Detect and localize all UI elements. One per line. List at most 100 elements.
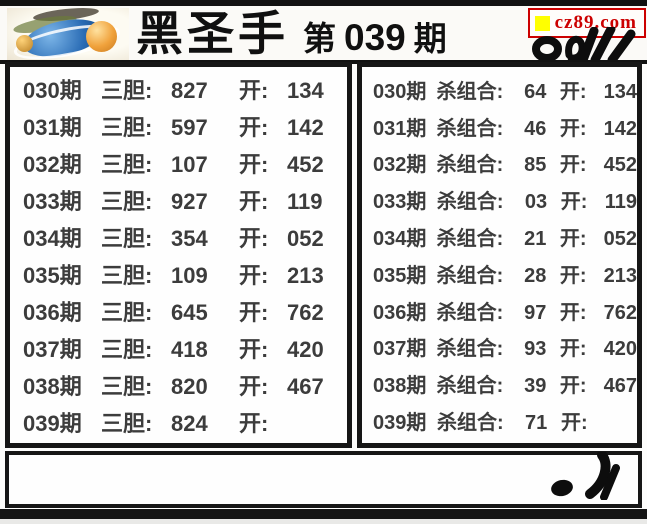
signature-mark-icon [532,27,636,62]
pick-type-label: 三胆: [101,77,153,103]
open-label: 开: [559,154,587,177]
prediction-row: 035期 杀组合: 28 开: 213 [373,259,637,288]
kill-type-label: 杀组合: [436,191,504,214]
open-label: 开: [559,80,587,103]
period-label: 038期 [23,373,82,399]
pick-type-label: 三胆: [101,299,153,325]
prediction-row: 032期 三胆: 107 开: 452 [23,147,347,179]
period-label: 031期 [373,117,427,140]
open-result: 119 [287,188,323,214]
pick-value: 824 [171,410,208,436]
pick-value: 107 [171,151,208,177]
kill-value: 93 [524,338,547,361]
pick-type-label: 三胆: [101,114,153,140]
site-badge[interactable]: cz89.com [527,8,646,38]
period-label: 035期 [23,262,82,288]
kill-type-label: 杀组合: [436,338,504,361]
open-result: 134 [287,77,324,103]
open-result: 452 [287,151,324,177]
open-result: 119 [604,191,637,214]
kill-type-label: 杀组合: [436,375,504,398]
prediction-row: 035期 三胆: 109 开: 213 [23,258,347,290]
prediction-row: 032期 杀组合: 85 开: 452 [373,148,637,177]
period-label: 034期 [23,225,82,251]
period-label: 037期 [23,336,82,362]
open-result: 467 [603,375,637,398]
kill-combo-panel: 030期 杀组合: 64 开: 134 031期 杀组合: 46 开: 142 … [357,62,642,448]
kill-type-label: 杀组合: [436,117,504,140]
prediction-row: 036期 杀组合: 97 开: 762 [373,296,637,325]
kill-type-label: 杀组合: [436,154,504,177]
open-result: 420 [287,336,324,362]
pick-value: 645 [171,299,208,325]
kill-value: 03 [524,191,548,214]
open-label: 开: [239,373,269,399]
kill-type-label: 杀组合: [437,412,504,435]
prediction-row: 039期 三胆: 824 开: [23,406,347,438]
open-result: 467 [287,373,324,399]
period-label: 031期 [23,114,82,140]
kill-type-label: 杀组合: [436,80,504,103]
page-title: 黑圣手 第 039 期 [136,6,447,62]
issue-number: 039 [344,17,406,58]
kill-type-label: 杀组合: [436,301,504,324]
prediction-row: 037期 杀组合: 93 开: 420 [373,332,637,361]
open-label: 开: [239,77,269,103]
open-label: 开: [239,114,269,140]
pick-type-label: 三胆: [101,410,153,436]
kill-type-label: 杀组合: [436,264,504,287]
kill-value: 21 [524,228,547,251]
pick-value: 927 [171,188,208,214]
prediction-row: 033期 三胆: 927 开: 119 [23,184,347,216]
kill-value: 39 [524,375,547,398]
pick-type-label: 三胆: [101,151,153,177]
three-picks-panel: 030期 三胆: 827 开: 134 031期 三胆: 597 开: 142 … [5,62,352,448]
open-result: 134 [603,80,637,103]
yellow-square-icon [534,15,550,31]
bottom-border-bar [0,509,647,519]
period-label: 037期 [373,338,427,361]
period-label: 035期 [373,264,427,287]
pick-type-label: 三胆: [101,373,153,399]
open-label: 开: [561,412,588,435]
pick-value: 109 [171,262,208,288]
open-result: 052 [603,228,637,251]
open-label: 开: [239,410,269,436]
period-label: 036期 [23,299,82,325]
open-label: 开: [239,262,269,288]
period-label: 032期 [373,154,427,177]
period-label: 030期 [373,80,427,103]
kill-value: 64 [524,80,547,103]
prediction-row: 034期 三胆: 354 开: 052 [23,221,347,253]
open-label: 开: [239,188,269,214]
prediction-row: 038期 杀组合: 39 开: 467 [373,369,637,398]
open-label: 开: [559,375,587,398]
open-result: 762 [603,301,637,324]
period-label: 033期 [23,188,82,214]
prediction-row: 038期 三胆: 820 开: 467 [23,369,347,401]
open-result: 420 [603,338,637,361]
period-label: 039期 [23,410,82,436]
prediction-row: 031期 杀组合: 46 开: 142 [373,112,637,141]
open-label: 开: [559,228,587,251]
pick-type-label: 三胆: [101,188,153,214]
period-label: 039期 [373,412,427,435]
site-badge-label: cz89.com [554,12,637,33]
kill-value: 71 [525,412,548,435]
signature-mark-icon [551,452,620,500]
pick-value: 418 [171,336,208,362]
issue-suffix: 期 [413,20,447,57]
prediction-row: 036期 三胆: 645 开: 762 [23,295,347,327]
open-label: 开: [559,338,587,361]
kill-type-label: 杀组合: [436,228,504,251]
period-label: 032期 [23,151,82,177]
pick-type-label: 三胆: [101,225,153,251]
prediction-row: 034期 杀组合: 21 开: 052 [373,222,637,251]
open-label: 开: [239,151,269,177]
period-label: 036期 [373,301,427,324]
issue-prefix: 第 [303,20,336,57]
open-result: 213 [603,264,637,287]
pick-value: 354 [171,225,208,251]
pick-type-label: 三胆: [101,262,153,288]
bottom-edge [0,519,647,524]
